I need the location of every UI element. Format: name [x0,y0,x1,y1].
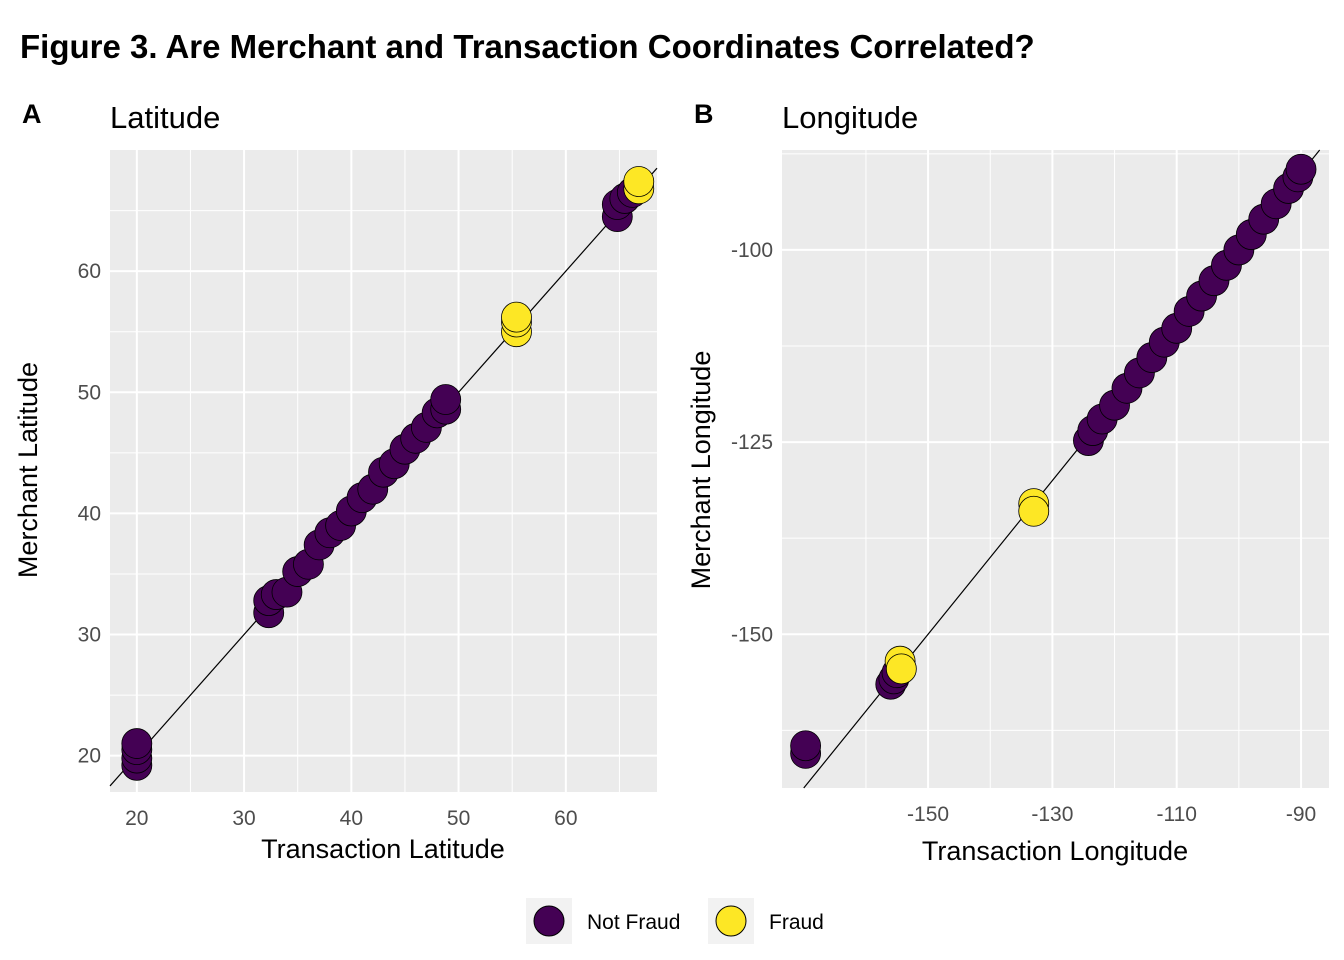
y-tick-label: 20 [78,745,101,768]
legend-key-not-fraud [533,905,565,937]
x-axis-title: Transaction Latitude [261,834,505,864]
panel-title: Longitude [782,100,918,135]
x-tick-label: 20 [125,807,148,830]
x-tick-label: -90 [1286,803,1316,826]
panel-latitude: A Latitude 20 30 40 50 60 20 30 40 50 60 Transact… [13,99,658,864]
data-point-not-fraud [790,730,822,762]
y-tick-label: -125 [731,431,773,454]
figure-title: Figure 3. Are Merchant and Transaction C… [20,28,1035,65]
x-tick-label: -130 [1031,803,1073,826]
data-point-fraud [501,301,532,333]
data-point-fraud [1018,495,1050,527]
x-axis-title: Transaction Longitude [922,836,1188,866]
y-tick-label: 40 [78,502,101,525]
panel-longitude: B Longitude -150 -130 -110 -90 -100 -125-150 … [686,99,1329,866]
data-point-fraud [885,653,917,685]
x-tick-label: 50 [447,807,470,830]
data-point-not-fraud [1285,153,1317,185]
y-tick-label: 60 [78,260,101,283]
gridlines [782,150,1329,788]
panel-title: Latitude [110,100,220,135]
x-tick-label: 60 [554,807,577,830]
x-tick-label: -110 [1156,803,1196,826]
data-point-not-fraud [121,728,153,759]
data-point-not-fraud [430,384,462,415]
legend-label-not-fraud: Not Fraud [587,911,680,934]
x-tick-label: -150 [907,803,949,826]
y-tick-label: 50 [78,381,101,404]
tick-labels: 20 30 40 50 60 20 30 40 50 60 [78,260,578,830]
data-points [121,166,655,781]
data-point-fraud [623,166,655,197]
data-points [790,153,1317,769]
tick-labels: -150 -130 -110 -90 -100 -125 -150 [731,239,1316,826]
legend-label-fraud: Fraud [769,911,824,934]
legend-key-fraud [715,905,747,937]
panel-tag: B [694,99,714,129]
y-tick-label: -150 [731,623,773,646]
x-tick-label: 40 [340,807,363,830]
y-tick-label: -100 [731,239,773,262]
y-axis-title: Merchant Longitude [686,351,716,590]
legend: Not Fraud Fraud [526,898,824,944]
y-tick-label: 30 [78,624,101,647]
panel-tag: A [22,99,42,129]
x-tick-label: 30 [232,807,255,830]
y-axis-title: Merchant Latitude [13,362,43,578]
